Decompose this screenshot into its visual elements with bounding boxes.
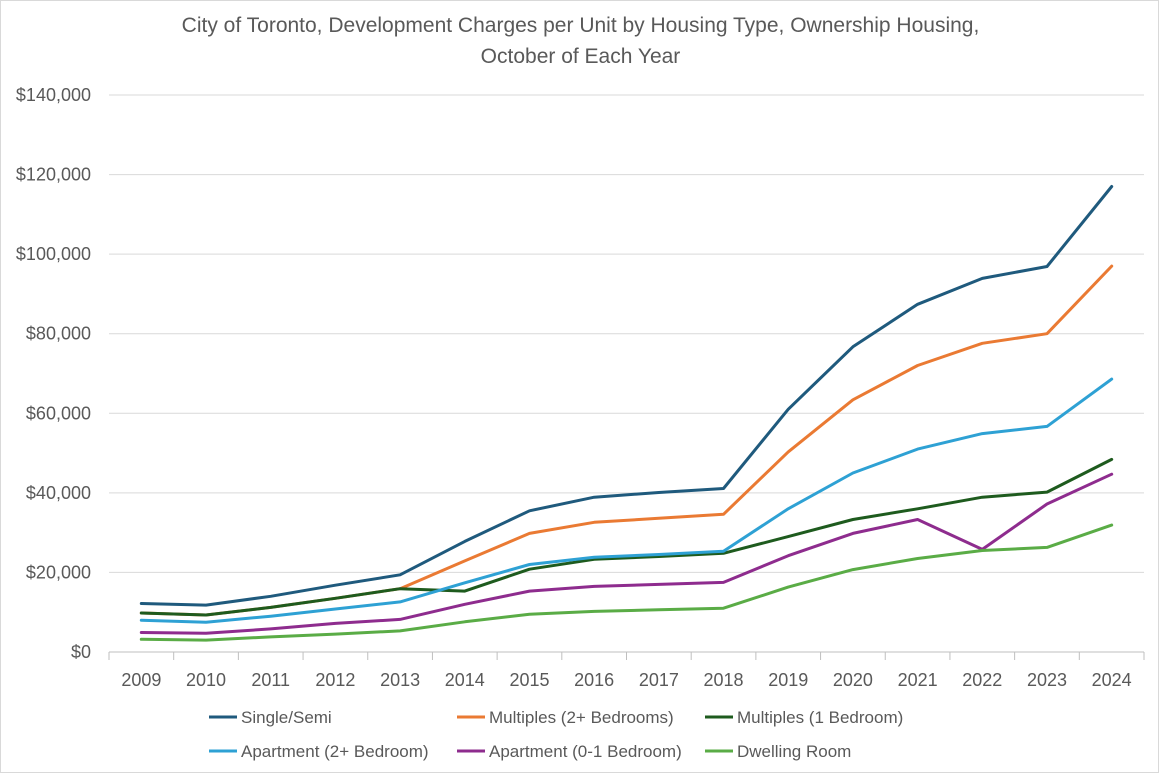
y-tick-label: $100,000 xyxy=(16,244,91,264)
x-tick-label: 2010 xyxy=(186,670,226,690)
chart-title-line-1: City of Toronto, Development Charges per… xyxy=(181,14,980,37)
x-tick-label: 2011 xyxy=(251,670,290,690)
series-line xyxy=(139,523,1114,642)
x-tick-label: 2014 xyxy=(445,670,485,690)
legend-label: Apartment (0-1 Bedroom) xyxy=(489,742,682,761)
legend: Single/Semi Multiples (2+ Bedrooms) Multip… xyxy=(209,708,903,761)
legend-label: Single/Semi xyxy=(241,708,332,727)
x-tick-label: 2020 xyxy=(833,670,873,690)
series-line xyxy=(139,472,1114,635)
y-tick-label: $40,000 xyxy=(26,483,91,503)
chart-title-line-2: October of Each Year xyxy=(480,45,681,68)
y-tick-label: $140,000 xyxy=(16,85,91,105)
x-tick-label: 2016 xyxy=(574,670,614,690)
x-tick-label: 2021 xyxy=(898,670,938,690)
legend-label: Multiples (2+ Bedrooms) xyxy=(489,708,674,727)
x-tick-label: 2015 xyxy=(509,670,549,690)
x-tick-label: 2024 xyxy=(1092,670,1132,690)
legend-label: Dwelling Room xyxy=(737,742,851,761)
x-tick-label: 2013 xyxy=(380,670,420,690)
legend-label: Apartment (2+ Bedroom) xyxy=(241,742,429,761)
y-tick-label: $120,000 xyxy=(16,165,91,185)
series-lines xyxy=(139,185,1114,642)
legend-label: Multiples (1 Bedroom) xyxy=(737,708,903,727)
y-tick-label: $0 xyxy=(71,642,91,662)
gridlines xyxy=(109,94,1144,573)
y-tick-label: $80,000 xyxy=(26,324,91,344)
x-tick-label: 2017 xyxy=(639,670,679,690)
x-tick-label: 2019 xyxy=(768,670,808,690)
x-tick-label: 2012 xyxy=(315,670,355,690)
x-tick-label: 2009 xyxy=(121,670,161,690)
x-tick-label: 2023 xyxy=(1027,670,1067,690)
axes: $0 $20,000 $40,000 $60,000 $80,000 $100,000 $1… xyxy=(16,85,1145,690)
series-line xyxy=(139,264,1114,617)
y-tick-label: $20,000 xyxy=(26,562,91,582)
series-line xyxy=(139,457,1114,617)
series-line xyxy=(139,185,1114,607)
x-tick-label: 2022 xyxy=(962,670,1002,690)
x-tick-label: 2018 xyxy=(704,670,744,690)
y-tick-label: $60,000 xyxy=(26,403,91,423)
series-line xyxy=(139,377,1114,624)
